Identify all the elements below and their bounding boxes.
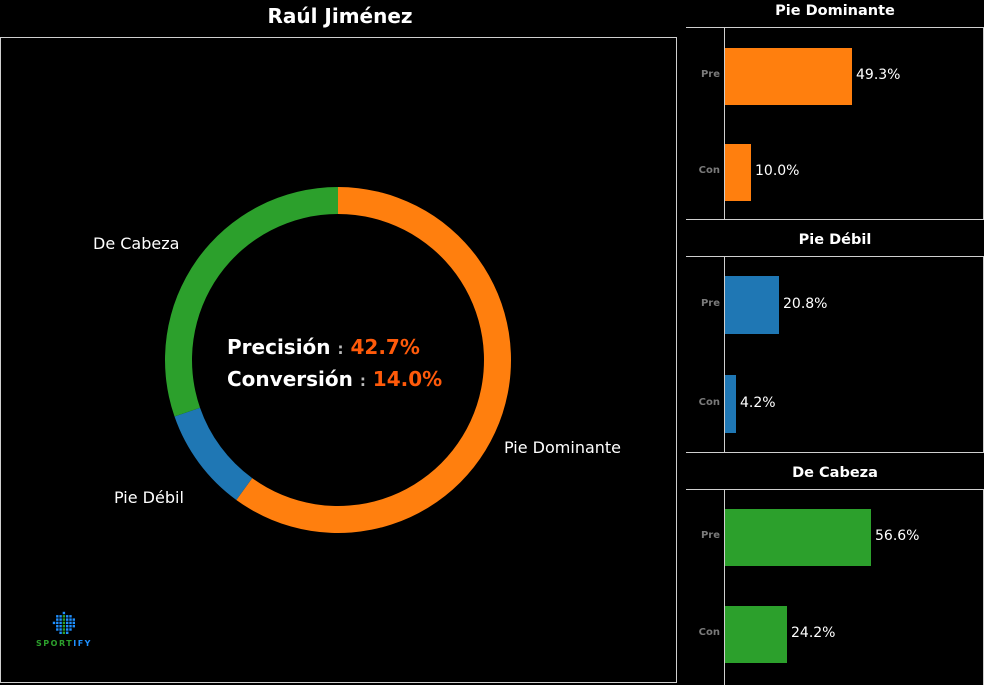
panel-title-pie-debil: Pie Débil [798,232,872,248]
bar-panel-pie-dominante: Pre 49.3% Con 10.0% [686,27,984,220]
donut-chart-frame [0,37,677,683]
panel-title-pie-dominante: Pie Dominante [775,3,895,19]
bar-category: Con [698,627,720,638]
bar [725,509,871,566]
bar [725,606,787,663]
logo-text: SPORTIFY [36,639,92,648]
bar-category: Pre [700,69,720,80]
y-axis-line [724,257,725,452]
precision-separator: : [337,340,344,358]
y-axis-line [724,490,725,685]
y-axis-line [724,28,725,219]
bar [725,48,852,105]
donut-slice-pie-debil [174,407,253,500]
bar-category: Con [698,397,720,408]
bar-value-label: 20.8% [783,296,828,312]
conversion-label: Conversión [227,367,353,391]
conversion-value: 14.0% [372,367,443,391]
precision-label: Precisión [227,335,331,359]
bar-value-label: 56.6% [875,528,920,544]
donut-slice-de-cabeza [165,187,338,417]
bar [725,375,736,433]
conversion-stat: Conversión : 14.0% [227,364,442,396]
donut-chart [165,186,512,533]
page-title: Raúl Jiménez [267,4,413,28]
bar-category: Pre [700,530,720,541]
bar-category: Pre [700,298,720,309]
donut-slice-pie-dominante [236,186,512,533]
bar [725,276,779,334]
bar-value-label: 10.0% [755,163,800,179]
bar-panel-pie-debil: Pre 20.8% Con 4.2% [686,256,984,453]
sportify-logo: SPORTIFY [36,611,92,648]
slice-label-pie-dominante: Pie Dominante [504,438,622,457]
globe-logo-icon [52,611,75,634]
panel-title-de-cabeza: De Cabeza [792,465,878,481]
bar-category: Con [698,165,720,176]
slice-label-pie-debil: Pie Débil [114,488,184,507]
precision-stat: Precisión : 42.7% [227,332,442,364]
bar [725,144,751,201]
bar-value-label: 4.2% [740,395,776,411]
bar-value-label: 24.2% [791,625,836,641]
slice-label-de-cabeza: De Cabeza [93,234,180,253]
donut-center-stats: Precisión : 42.7% Conversión : 14.0% [227,332,442,396]
precision-value: 42.7% [350,335,420,359]
bar-panel-de-cabeza: Pre 56.6% Con 24.2% [686,489,984,685]
conversion-separator: : [359,372,366,390]
bar-value-label: 49.3% [856,67,901,83]
